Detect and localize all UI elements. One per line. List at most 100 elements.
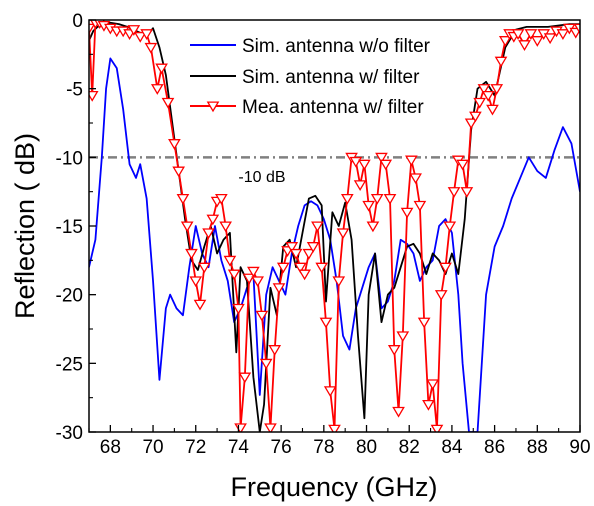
data-point	[362, 200, 375, 212]
y-tick-label: -30	[56, 423, 83, 444]
data-point	[569, 27, 580, 39]
x-tick-label: 70	[142, 437, 163, 458]
data-point	[264, 423, 277, 432]
data-point	[456, 159, 469, 171]
data-point	[434, 290, 448, 301]
legend-marker	[206, 101, 220, 113]
data-point	[206, 214, 220, 226]
series-line-2	[89, 21, 580, 432]
legend-label-3: Mea. antenna w/ filter	[242, 97, 424, 118]
data-point	[289, 248, 303, 260]
data-point	[285, 242, 299, 253]
data-point	[464, 118, 478, 130]
x-tick-label: 82	[399, 437, 420, 458]
data-point	[370, 193, 384, 205]
y-tick-label: 0	[72, 11, 83, 32]
data-point	[133, 31, 147, 43]
data-point	[323, 386, 337, 398]
data-point	[498, 36, 512, 47]
data-point	[447, 187, 461, 198]
y-tick-label: -5	[66, 80, 83, 101]
x-tick-label: 90	[569, 437, 590, 458]
y-tick-label: -15	[56, 217, 83, 238]
legend-label-1: Sim. antenna w/o filter	[242, 36, 431, 57]
data-point	[417, 317, 431, 329]
data-point	[251, 276, 264, 288]
data-point	[89, 23, 96, 35]
x-tick-label: 88	[527, 437, 548, 458]
data-point	[400, 207, 414, 219]
data-point	[439, 262, 452, 274]
series-line-1	[89, 57, 580, 432]
data-point	[223, 255, 237, 267]
data-point	[477, 84, 491, 95]
data-point	[298, 269, 311, 281]
x-tick-label: 78	[313, 437, 334, 458]
data-point	[127, 25, 141, 36]
data-point	[202, 228, 215, 240]
data-point	[375, 152, 388, 164]
data-point	[383, 193, 397, 205]
data-point	[215, 193, 228, 205]
data-point	[268, 345, 282, 356]
data-point	[556, 29, 570, 40]
data-point	[161, 97, 175, 109]
data-point	[294, 262, 307, 274]
data-point	[379, 159, 393, 171]
data-point	[460, 187, 474, 198]
y-tick-label: -10	[56, 148, 83, 169]
data-point	[396, 331, 410, 343]
y-axis-title: Reflection ( dB)	[10, 133, 40, 319]
data-point	[490, 84, 504, 95]
data-point	[155, 63, 168, 75]
data-point	[336, 228, 350, 240]
data-point	[259, 358, 273, 370]
data-point	[168, 139, 181, 150]
x-tick-label: 74	[228, 437, 250, 458]
data-point	[319, 317, 333, 329]
y-tick-label: -25	[56, 354, 83, 375]
data-point	[328, 424, 341, 432]
data-point	[573, 23, 580, 35]
data-point	[172, 166, 185, 178]
data-point	[443, 221, 457, 233]
data-point	[238, 372, 252, 384]
data-point	[185, 248, 198, 260]
data-point	[426, 379, 440, 391]
data-point	[311, 221, 324, 233]
data-point	[302, 248, 316, 260]
data-point	[469, 111, 482, 123]
data-point	[481, 90, 495, 102]
data-point	[511, 29, 525, 40]
y-tick-label: -20	[56, 286, 83, 307]
data-point	[358, 159, 371, 171]
data-point	[176, 193, 190, 205]
data-point	[227, 269, 241, 281]
data-point	[366, 221, 380, 233]
x-tick-label: 72	[185, 437, 206, 458]
data-point	[353, 180, 367, 192]
data-point	[332, 276, 346, 288]
x-tick-label: 80	[356, 437, 377, 458]
data-point	[518, 40, 531, 51]
data-point	[150, 84, 164, 95]
data-point	[306, 242, 320, 253]
x-tick-label: 68	[100, 437, 121, 458]
data-point	[409, 173, 422, 185]
data-point	[494, 56, 508, 68]
x-axis-title: Frequency (GHz)	[230, 472, 437, 502]
x-tick-label: 76	[271, 437, 292, 458]
data-point	[340, 193, 354, 205]
legend-label-2: Sim. antenna w/ filter	[242, 67, 420, 88]
data-point	[232, 303, 245, 315]
annotation-10db: -10 dB	[238, 169, 285, 186]
data-point	[272, 283, 286, 295]
data-point	[247, 266, 260, 278]
legend: Sim. antenna w/o filter Sim. antenna w/ f…	[190, 36, 431, 118]
data-point	[524, 29, 538, 40]
data-point	[140, 29, 153, 40]
x-tick-label: 84	[441, 437, 463, 458]
data-point	[387, 345, 401, 356]
